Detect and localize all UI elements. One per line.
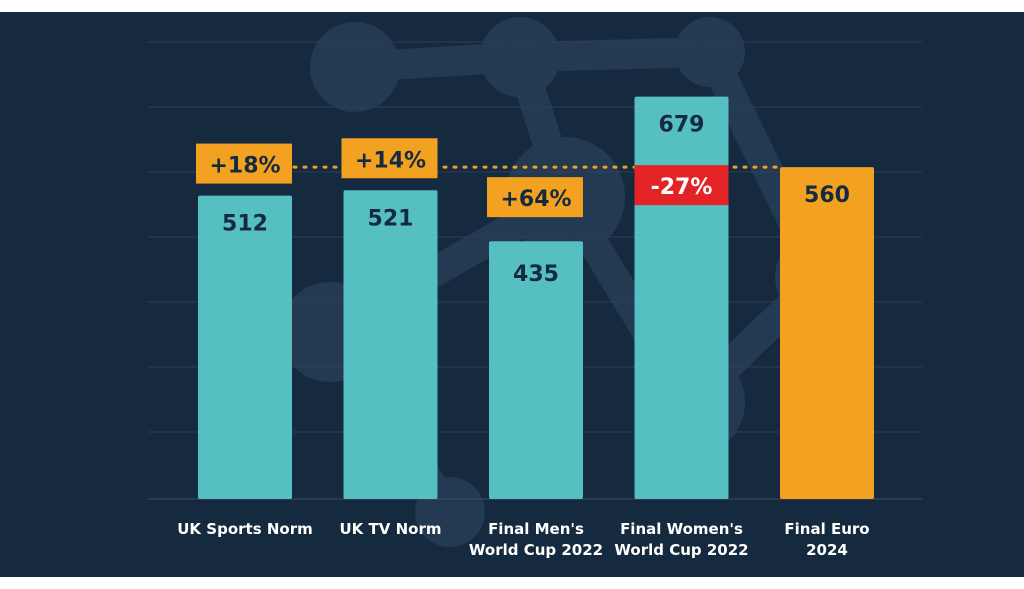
bar [343, 190, 438, 499]
difference-badges: +18% +14% +64% -27% [196, 138, 729, 218]
watermark-link [505, 37, 725, 72]
category-label: World Cup 2022 [614, 541, 748, 559]
watermark-link [340, 42, 535, 82]
bar [634, 96, 729, 499]
value-label: 512 [222, 212, 268, 237]
value-label: 560 [804, 183, 850, 208]
category-label: Final Women's [620, 520, 743, 538]
watermark-link [505, 42, 580, 212]
bar [489, 241, 583, 499]
category-label: Final Men's [488, 520, 584, 538]
difference-badge [196, 143, 292, 184]
bar [198, 195, 292, 499]
category-label: Final Euro [784, 520, 869, 538]
difference-badge [341, 138, 438, 179]
value-label: 435 [513, 262, 559, 287]
difference-badge [634, 165, 729, 206]
chart: +18% +14% +64% -27% 512 521 435 679 560 UK Spor… [148, 17, 922, 559]
category-label: UK TV Norm [340, 520, 442, 538]
difference-label: -27% [651, 175, 713, 200]
bar [780, 167, 874, 500]
category-labels: UK Sports Norm UK TV Norm Final Men's World… [177, 520, 869, 559]
chart-panel: +18% +14% +64% -27% 512 521 435 679 560 UK Spor… [0, 12, 1024, 577]
difference-badge [487, 177, 583, 218]
value-label: 679 [659, 113, 705, 138]
value-label: 521 [368, 206, 414, 231]
category-label: 2024 [806, 541, 848, 559]
category-label: UK Sports Norm [177, 520, 312, 538]
category-label: World Cup 2022 [469, 541, 603, 559]
difference-label: +64% [500, 187, 571, 212]
difference-label: +14% [355, 148, 426, 173]
value-labels: 512 521 435 679 560 [222, 113, 850, 288]
difference-label: +18% [209, 154, 280, 179]
